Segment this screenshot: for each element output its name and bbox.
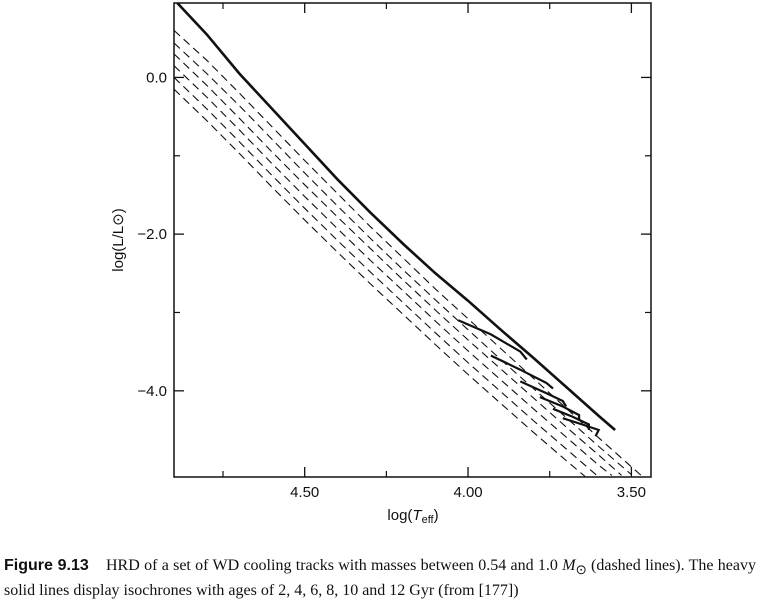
x-axis-label-prefix: log( [387,507,412,524]
x-axis-label: log(Teff) [387,507,438,526]
caption-text-2: (dashed lines). The heavy solid lines di… [4,557,757,600]
axis-ticks [174,3,651,477]
caption-text-1: HRD of a set of WD cooling tracks with m… [105,557,563,574]
figure-caption: Figure 9.13 HRD of a set of WD cooling t… [4,555,756,601]
plot-frame [173,2,652,478]
cooling-track-heavy [176,3,616,431]
isochrone-line [562,417,601,437]
hrd-chart: 4.50 4.00 3.50 0.0 −2.0 −4.0 log(Teff) log(L/… [110,2,652,526]
isochrone-line [519,380,568,408]
tick-labels: 4.50 4.00 3.50 0.0 −2.0 −4.0 [137,69,646,501]
caption-label: Figure 9.13 [4,557,89,574]
plot-curves [174,3,642,477]
caption-msun: M [562,557,576,574]
isochrone-line [457,319,528,361]
y-tick-label: −4.0 [137,383,167,400]
y-tick-label: −2.0 [137,226,167,243]
x-tick-label: 3.50 [617,484,646,501]
y-axis-label: log(L/L⊙) [110,208,127,271]
x-axis-label-var: T [412,507,423,524]
cooling-track-dashed [174,29,642,476]
cooling-track-dashed [174,53,622,476]
cooling-track-dashed [174,42,632,476]
isochrone-line [490,354,554,390]
y-tick-label: 0.0 [146,69,167,86]
x-tick-label: 4.50 [290,484,319,501]
cooling-track-dashed [174,88,587,477]
x-tick-label: 4.00 [453,484,482,501]
cooling-track-dashed [174,65,613,476]
x-axis-label-sub: eff [422,514,435,526]
cooling-track-dashed [174,77,600,477]
x-axis-label-suffix: ) [434,507,439,524]
isochrone-line [539,396,581,421]
caption-msun-sub: ⊙ [575,562,587,578]
